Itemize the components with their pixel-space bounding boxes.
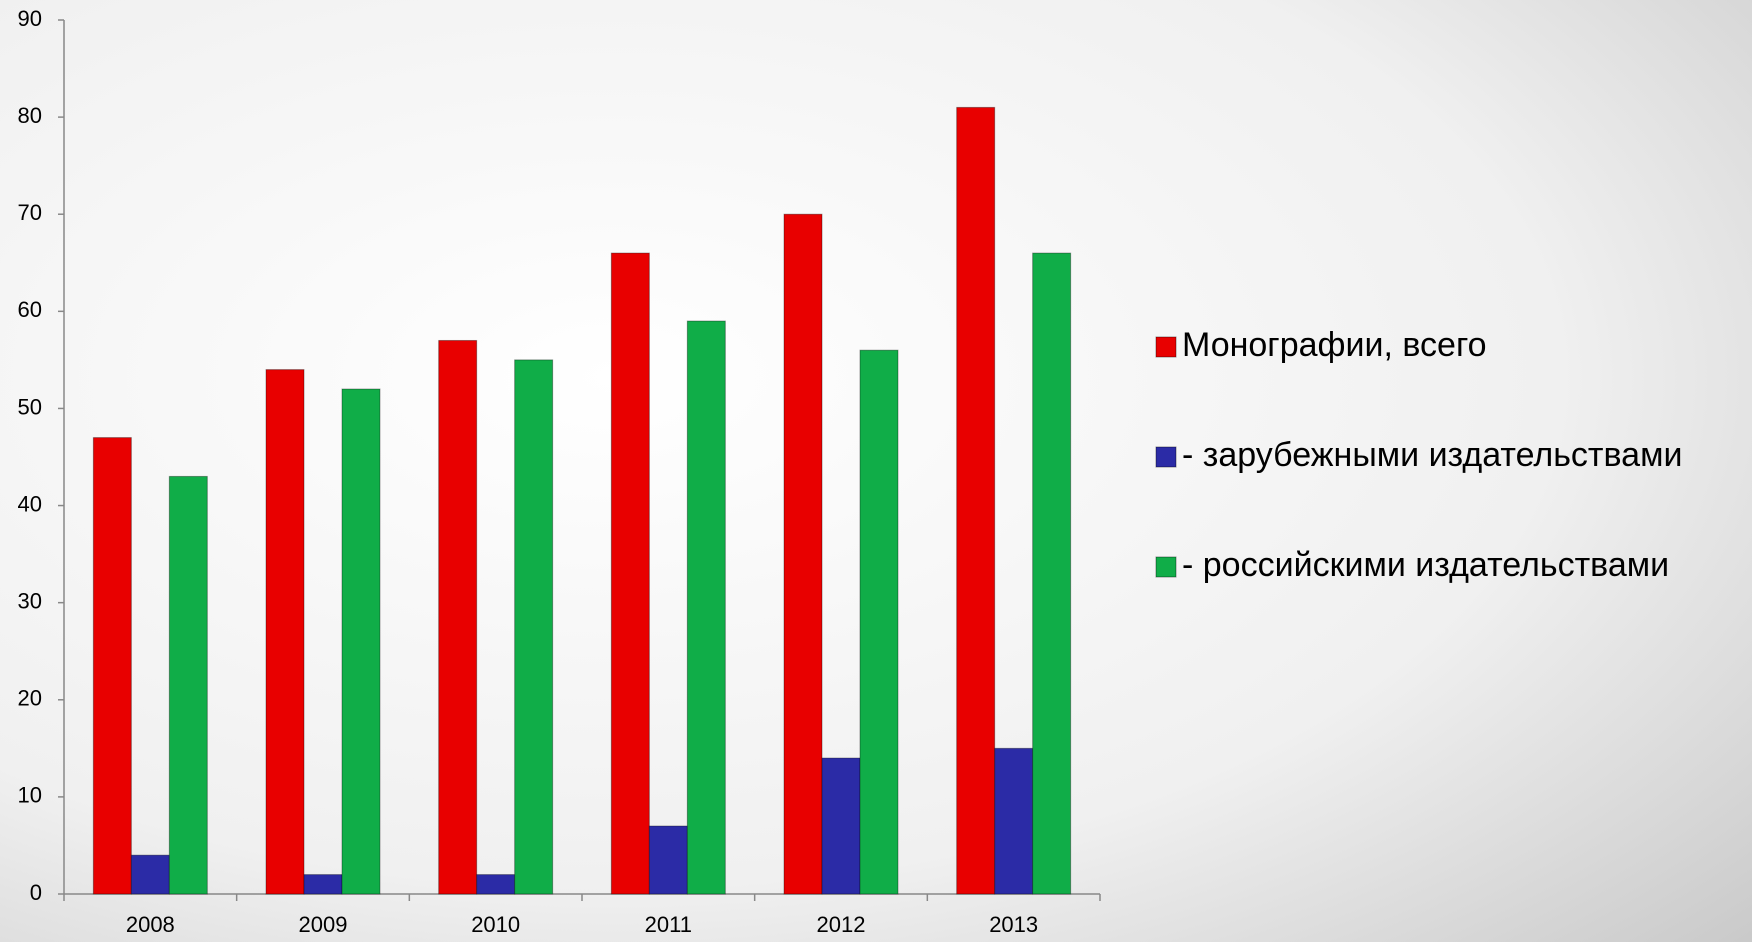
y-tick-label: 80 — [18, 103, 42, 128]
bar — [610, 252, 650, 895]
y-tick-label: 90 — [18, 6, 42, 31]
legend-swatch — [1155, 446, 1177, 468]
bar — [686, 320, 726, 895]
y-tick-label: 40 — [18, 491, 42, 516]
y-tick-label: 10 — [18, 783, 42, 808]
bar — [265, 369, 305, 895]
bar — [130, 854, 170, 895]
bar — [1032, 252, 1072, 895]
bar — [859, 349, 899, 895]
x-tick-label: 2011 — [645, 912, 692, 937]
bar — [956, 106, 996, 895]
legend-label: - зарубежными издательствами — [1182, 436, 1682, 474]
bar — [648, 825, 688, 895]
x-tick-label: 2010 — [471, 912, 520, 937]
legend-swatch — [1155, 336, 1177, 358]
y-tick-label: 20 — [18, 686, 42, 711]
x-tick-label: 2009 — [299, 912, 348, 937]
bar — [514, 359, 554, 895]
bar — [92, 437, 132, 895]
bar — [994, 747, 1034, 895]
bar — [821, 757, 861, 895]
y-tick-label: 70 — [18, 200, 42, 225]
y-tick-label: 0 — [30, 880, 42, 905]
bar — [168, 475, 208, 895]
x-tick-label: 2012 — [817, 912, 866, 937]
bar — [303, 874, 343, 895]
bar — [476, 874, 516, 895]
legend-label: Монографии, всего — [1182, 326, 1487, 364]
y-tick-label: 50 — [18, 394, 42, 419]
legend-swatch — [1155, 556, 1177, 578]
x-tick-label: 2013 — [989, 912, 1038, 937]
bar — [341, 388, 381, 895]
legend-label: - российскими издательствами — [1182, 546, 1669, 584]
bar — [783, 213, 823, 895]
y-tick-label: 30 — [18, 588, 42, 613]
y-tick-label: 60 — [18, 297, 42, 322]
bar — [438, 339, 478, 895]
x-tick-label: 2008 — [126, 912, 175, 937]
